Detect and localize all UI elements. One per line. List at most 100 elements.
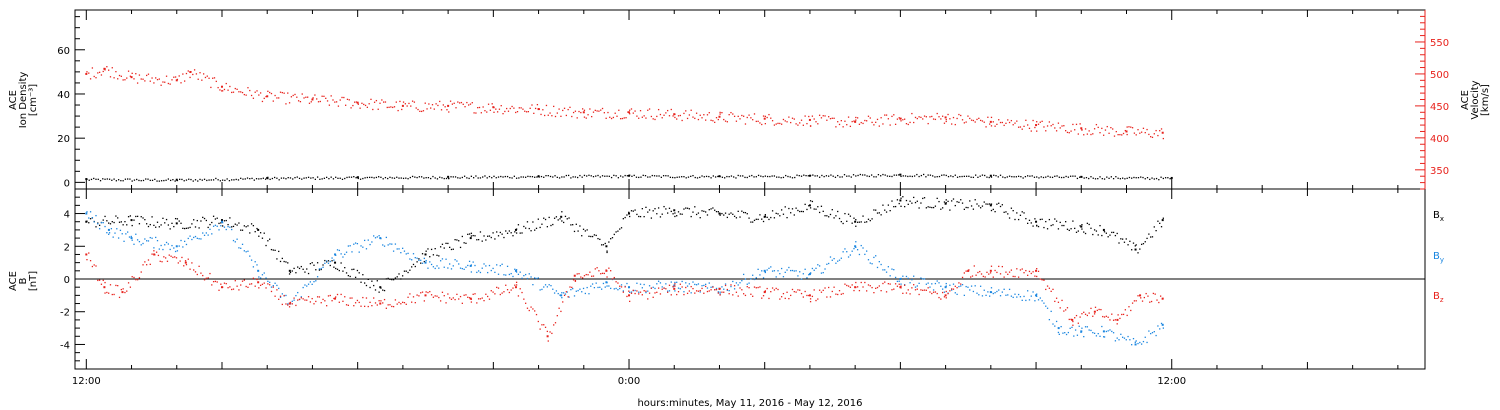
velocity-sample (715, 117, 718, 119)
Bz-sample (1107, 316, 1109, 318)
By-sample (202, 232, 204, 234)
Bx-sample (1137, 252, 1139, 254)
By-sample (420, 259, 422, 261)
Bz-sample (499, 293, 501, 296)
Bx-sample (674, 212, 676, 214)
Bz-sample (362, 296, 364, 299)
density-sample (800, 175, 803, 177)
Bx-sample (860, 221, 862, 223)
Bz-sample (674, 283, 676, 285)
Bz-sample (220, 283, 222, 285)
Bz-sample (838, 290, 841, 292)
Bx-sample (692, 211, 694, 213)
Bx-sample (770, 216, 772, 219)
density-sample (828, 175, 830, 177)
velocity-tick-label: 400 (1430, 134, 1449, 145)
Bz-sample (858, 289, 861, 292)
Bz-sample (813, 289, 815, 291)
Bz-sample (887, 283, 890, 285)
Bx-sample (470, 235, 473, 237)
By-sample (976, 292, 978, 294)
Bx-sample (250, 223, 253, 225)
By-sample (855, 246, 857, 248)
Bx-sample (960, 199, 962, 201)
Bz-sample (1086, 314, 1089, 317)
By-sample (541, 288, 543, 291)
velocity-sample (1054, 127, 1056, 129)
velocity-sample (989, 123, 991, 125)
velocity-sample (818, 114, 821, 116)
Bz-sample (459, 295, 462, 298)
density-sample (1054, 175, 1056, 177)
Bx-point (130, 219, 133, 222)
Bz-sample (1041, 279, 1043, 281)
velocity-sample (956, 117, 958, 120)
density-sample (920, 174, 923, 177)
Bz-sample (227, 287, 229, 289)
Bz-sample (869, 285, 871, 287)
By-sample (855, 241, 857, 243)
Bx-sample (108, 222, 110, 224)
Bz-sample (563, 294, 566, 297)
Bz-sample (342, 300, 344, 302)
velocity-sample (985, 126, 987, 128)
density-sample (1022, 177, 1024, 179)
Bx-sample (530, 230, 532, 232)
By-sample (505, 274, 507, 276)
density-sample (497, 176, 500, 178)
Bz-sample (392, 305, 395, 308)
density-sample (423, 177, 425, 179)
Bx-sample (259, 232, 262, 234)
density-sample (567, 174, 570, 177)
By-sample (1005, 294, 1007, 296)
Bz-sample (699, 289, 701, 292)
density-sample (540, 175, 543, 178)
velocity-sample (1079, 123, 1081, 125)
velocity-sample (343, 96, 345, 99)
Bx-sample (147, 225, 150, 228)
Bz-sample (285, 303, 287, 305)
Bz-sample (925, 289, 928, 291)
Bz-sample (992, 276, 994, 278)
velocity-sample (243, 93, 245, 96)
velocity-sample (1097, 126, 1099, 129)
density-sample (678, 176, 681, 178)
By-sample (534, 277, 536, 279)
density-sample (583, 174, 586, 177)
density-sample (563, 176, 565, 178)
density-sample (936, 176, 938, 178)
Bz-sample (229, 286, 231, 288)
velocity-sample (967, 115, 969, 117)
Bz-sample (447, 293, 449, 295)
Bz-sample (225, 282, 227, 285)
Bz-sample (429, 290, 431, 293)
Bz-sample (374, 302, 377, 304)
Bx-sample (1155, 229, 1157, 232)
velocity-sample (164, 81, 166, 83)
density-sample (1097, 177, 1099, 180)
By-sample (780, 267, 783, 270)
Bz-point (103, 286, 106, 289)
velocity-sample (567, 108, 569, 111)
velocity-sample (495, 108, 497, 110)
velocity-sample (442, 104, 444, 106)
velocity-tick-label: 550 (1430, 38, 1449, 49)
Bx-sample (613, 233, 615, 236)
Bz-sample (407, 296, 409, 298)
Bx-point (257, 228, 260, 231)
By-sample (1054, 325, 1056, 327)
By-sample (102, 222, 104, 224)
By-sample (674, 290, 676, 292)
velocity-sample (914, 116, 917, 119)
Bz-sample (1137, 295, 1139, 297)
density-sample (502, 176, 504, 178)
velocity-sample (1063, 125, 1065, 127)
velocity-sample (399, 100, 401, 103)
Bx-sample (300, 265, 302, 268)
Bz-sample (641, 294, 643, 296)
density-sample (825, 175, 828, 177)
density-sample (1040, 176, 1042, 178)
velocity-sample (929, 116, 931, 118)
Bz-sample (748, 287, 750, 289)
Bx-sample (512, 235, 514, 237)
